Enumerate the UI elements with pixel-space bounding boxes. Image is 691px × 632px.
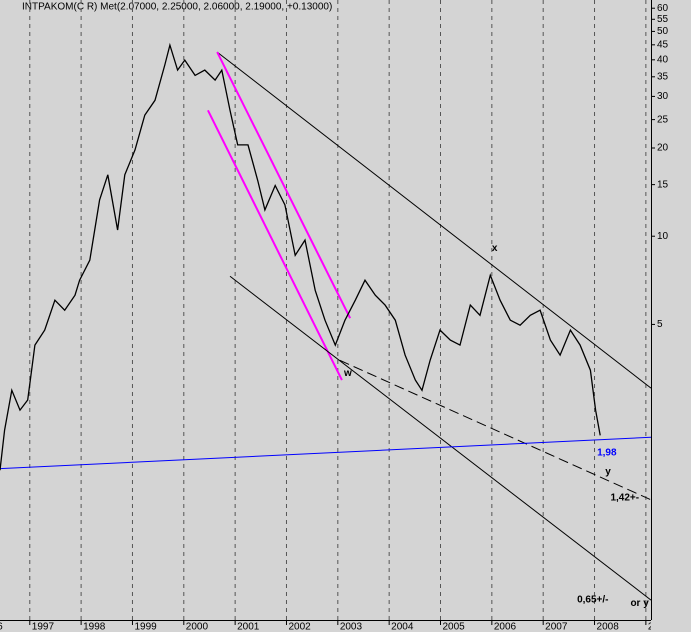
trend-line [339,359,651,501]
y-tick-label: 10 [657,231,669,242]
x-tick-label: 2006 [494,622,517,632]
trend-line [216,51,651,389]
y-tick-label: 30 [657,91,669,102]
annotation: y [605,466,611,477]
y-tick-label: 60 [657,3,669,14]
annotation: 1,98 [597,448,617,459]
x-tick-label: 1998 [83,622,106,632]
annotation: 0,65+/- [577,595,608,606]
trend-line [216,51,352,319]
annotation: w [343,368,352,379]
x-tick-label: 1997 [32,622,55,632]
annotation: 1,42+- [610,492,639,503]
x-tick-label: 1996 [0,622,3,632]
x-tick-label: 2003 [340,622,363,632]
y-tick-label: 40 [657,54,669,65]
x-tick-label: 2008 [597,622,620,632]
y-tick-label: 20 [657,143,669,154]
y-tick-label: 50 [657,26,669,37]
x-tick-label: 2009 [648,622,671,632]
annotation: x [492,243,498,254]
x-tick-label: 2004 [391,622,414,632]
x-tick-label: 1999 [134,622,157,632]
x-tick-label: 2007 [545,622,568,632]
x-tick-label: 2001 [237,622,260,632]
plot-area: 1996 1997 1998 1999 2000 2001 2002 2003 2004 2005… [0,0,671,632]
x-tick-label: 2002 [288,622,311,632]
annotation: or y [630,598,649,609]
y-tick-label: 45 [657,39,669,50]
y-tick-label: 35 [657,71,669,82]
y-tick-label: 15 [657,179,669,190]
price-line [0,42,601,471]
y-tick-label: 55 [657,14,669,25]
y-tick-label: 25 [657,114,669,125]
trend-line [0,436,651,470]
trend-line [229,275,651,601]
trend-line [207,109,343,381]
chart-title: INTPAKOM(C R) Met(2.07000, 2.25000, 2.06… [22,2,332,13]
x-tick-label: 2000 [186,622,209,632]
x-tick-label: 2005 [443,622,466,632]
y-tick-label: 5 [657,319,663,330]
